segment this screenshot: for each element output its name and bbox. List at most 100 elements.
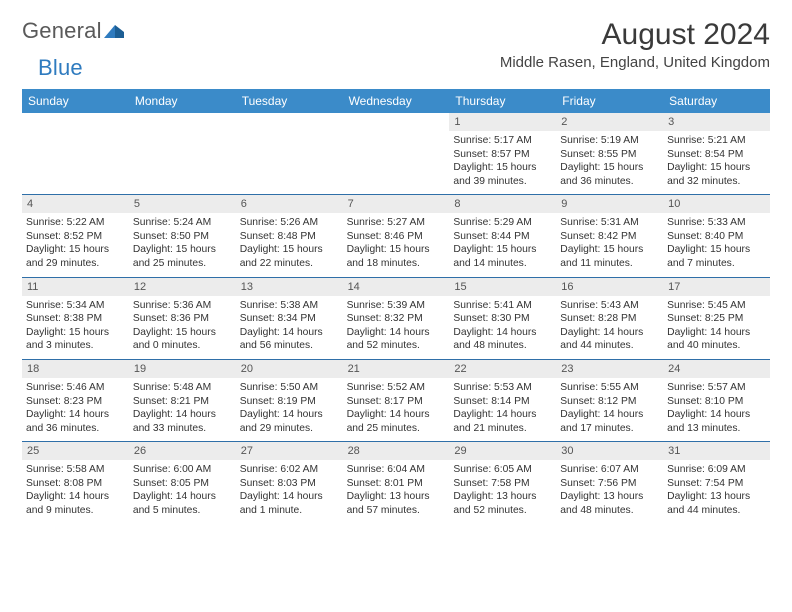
day-number: 14: [343, 278, 450, 296]
day-cell: [129, 113, 236, 194]
sunrise-text: Sunrise: 5:41 AM: [453, 299, 552, 313]
daylight-text-1: Daylight: 14 hours: [26, 490, 125, 504]
daylight-text-2: and 25 minutes.: [133, 257, 232, 271]
sunset-text: Sunset: 8:21 PM: [133, 395, 232, 409]
day-number: 10: [663, 195, 770, 213]
day-cell: 26Sunrise: 6:00 AMSunset: 8:05 PMDayligh…: [129, 442, 236, 523]
daylight-text-2: and 21 minutes.: [453, 422, 552, 436]
day-cell: 23Sunrise: 5:55 AMSunset: 8:12 PMDayligh…: [556, 360, 663, 441]
daylight-text-1: Daylight: 15 hours: [453, 161, 552, 175]
day-number: 11: [22, 278, 129, 296]
daylight-text-2: and 33 minutes.: [133, 422, 232, 436]
day-cell: 17Sunrise: 5:45 AMSunset: 8:25 PMDayligh…: [663, 278, 770, 359]
day-number: 31: [663, 442, 770, 460]
day-number: 4: [22, 195, 129, 213]
daylight-text-1: Daylight: 15 hours: [560, 161, 659, 175]
daylight-text-2: and 29 minutes.: [240, 422, 339, 436]
day-info: Sunrise: 5:22 AMSunset: 8:52 PMDaylight:…: [26, 216, 125, 270]
day-cell: 27Sunrise: 6:02 AMSunset: 8:03 PMDayligh…: [236, 442, 343, 523]
daylight-text-2: and 3 minutes.: [26, 339, 125, 353]
daylight-text-1: Daylight: 15 hours: [667, 161, 766, 175]
day-number: 16: [556, 278, 663, 296]
day-cell: [343, 113, 450, 194]
weeks-container: 1Sunrise: 5:17 AMSunset: 8:57 PMDaylight…: [22, 113, 770, 524]
day-cell: [236, 113, 343, 194]
day-number: 6: [236, 195, 343, 213]
sunrise-text: Sunrise: 5:17 AM: [453, 134, 552, 148]
day-number: 18: [22, 360, 129, 378]
daylight-text-2: and 48 minutes.: [560, 504, 659, 518]
sunrise-text: Sunrise: 5:22 AM: [26, 216, 125, 230]
day-info: Sunrise: 5:57 AMSunset: 8:10 PMDaylight:…: [667, 381, 766, 435]
sunrise-text: Sunrise: 5:19 AM: [560, 134, 659, 148]
sunrise-text: Sunrise: 5:36 AM: [133, 299, 232, 313]
day-info: Sunrise: 5:52 AMSunset: 8:17 PMDaylight:…: [347, 381, 446, 435]
daylight-text-2: and 25 minutes.: [347, 422, 446, 436]
daylight-text-2: and 0 minutes.: [133, 339, 232, 353]
day-cell: 22Sunrise: 5:53 AMSunset: 8:14 PMDayligh…: [449, 360, 556, 441]
sunset-text: Sunset: 8:19 PM: [240, 395, 339, 409]
daylight-text-1: Daylight: 14 hours: [667, 408, 766, 422]
sunset-text: Sunset: 8:54 PM: [667, 148, 766, 162]
logo-word-blue: Blue: [38, 55, 83, 81]
sunrise-text: Sunrise: 5:50 AM: [240, 381, 339, 395]
daylight-text-1: Daylight: 14 hours: [560, 408, 659, 422]
day-info: Sunrise: 6:07 AMSunset: 7:56 PMDaylight:…: [560, 463, 659, 517]
day-number: 3: [663, 113, 770, 131]
sunset-text: Sunset: 8:10 PM: [667, 395, 766, 409]
day-number: 5: [129, 195, 236, 213]
day-cell: 10Sunrise: 5:33 AMSunset: 8:40 PMDayligh…: [663, 195, 770, 276]
day-cell: 19Sunrise: 5:48 AMSunset: 8:21 PMDayligh…: [129, 360, 236, 441]
sunset-text: Sunset: 8:40 PM: [667, 230, 766, 244]
daylight-text-2: and 13 minutes.: [667, 422, 766, 436]
day-cell: 9Sunrise: 5:31 AMSunset: 8:42 PMDaylight…: [556, 195, 663, 276]
daylight-text-1: Daylight: 13 hours: [667, 490, 766, 504]
day-info: Sunrise: 5:38 AMSunset: 8:34 PMDaylight:…: [240, 299, 339, 353]
day-info: Sunrise: 5:58 AMSunset: 8:08 PMDaylight:…: [26, 463, 125, 517]
daylight-text-1: Daylight: 15 hours: [133, 243, 232, 257]
sunrise-text: Sunrise: 6:02 AM: [240, 463, 339, 477]
sunset-text: Sunset: 8:23 PM: [26, 395, 125, 409]
sunrise-text: Sunrise: 5:26 AM: [240, 216, 339, 230]
day-number: 23: [556, 360, 663, 378]
weekday-sat: Saturday: [663, 89, 770, 113]
day-info: Sunrise: 5:50 AMSunset: 8:19 PMDaylight:…: [240, 381, 339, 435]
day-info: Sunrise: 5:36 AMSunset: 8:36 PMDaylight:…: [133, 299, 232, 353]
sunrise-text: Sunrise: 5:58 AM: [26, 463, 125, 477]
day-number: 27: [236, 442, 343, 460]
day-number: 17: [663, 278, 770, 296]
sunrise-text: Sunrise: 5:57 AM: [667, 381, 766, 395]
day-cell: 12Sunrise: 5:36 AMSunset: 8:36 PMDayligh…: [129, 278, 236, 359]
daylight-text-1: Daylight: 14 hours: [453, 326, 552, 340]
sunrise-text: Sunrise: 5:52 AM: [347, 381, 446, 395]
day-info: Sunrise: 6:05 AMSunset: 7:58 PMDaylight:…: [453, 463, 552, 517]
sunset-text: Sunset: 8:50 PM: [133, 230, 232, 244]
sunset-text: Sunset: 8:01 PM: [347, 477, 446, 491]
sunset-text: Sunset: 8:34 PM: [240, 312, 339, 326]
daylight-text-2: and 18 minutes.: [347, 257, 446, 271]
daylight-text-2: and 32 minutes.: [667, 175, 766, 189]
day-cell: 31Sunrise: 6:09 AMSunset: 7:54 PMDayligh…: [663, 442, 770, 523]
day-number: 25: [22, 442, 129, 460]
day-cell: 4 Sunrise: 5:22 AMSunset: 8:52 PMDaylight…: [22, 195, 129, 276]
sunrise-text: Sunrise: 5:48 AM: [133, 381, 232, 395]
daylight-text-1: Daylight: 14 hours: [240, 408, 339, 422]
sunrise-text: Sunrise: 5:39 AM: [347, 299, 446, 313]
daylight-text-2: and 29 minutes.: [26, 257, 125, 271]
day-number: 9: [556, 195, 663, 213]
sunset-text: Sunset: 8:05 PM: [133, 477, 232, 491]
day-number: 24: [663, 360, 770, 378]
daylight-text-1: Daylight: 15 hours: [26, 326, 125, 340]
day-info: Sunrise: 6:04 AMSunset: 8:01 PMDaylight:…: [347, 463, 446, 517]
daylight-text-2: and 44 minutes.: [667, 504, 766, 518]
daylight-text-2: and 44 minutes.: [560, 339, 659, 353]
day-info: Sunrise: 5:39 AMSunset: 8:32 PMDaylight:…: [347, 299, 446, 353]
day-info: Sunrise: 5:48 AMSunset: 8:21 PMDaylight:…: [133, 381, 232, 435]
sunset-text: Sunset: 8:28 PM: [560, 312, 659, 326]
day-number: 22: [449, 360, 556, 378]
day-info: Sunrise: 5:27 AMSunset: 8:46 PMDaylight:…: [347, 216, 446, 270]
daylight-text-2: and 48 minutes.: [453, 339, 552, 353]
logo: General: [22, 18, 126, 44]
weekday-wed: Wednesday: [343, 89, 450, 113]
day-cell: 1Sunrise: 5:17 AMSunset: 8:57 PMDaylight…: [449, 113, 556, 194]
